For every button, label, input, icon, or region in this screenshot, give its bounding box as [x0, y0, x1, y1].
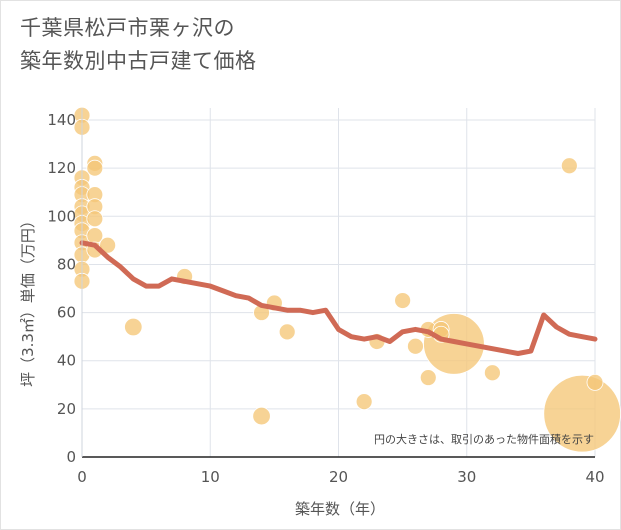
size-legend-note: 円の大きさは、取引のあった物件面積を示す: [374, 432, 594, 446]
x-tick-label: 40: [585, 468, 604, 486]
trend-line: [79, 240, 598, 356]
bubble-point: [419, 369, 437, 386]
y-tick-label: 100: [47, 207, 76, 225]
axes: [81, 108, 595, 458]
x-tick-label: 0: [77, 468, 87, 486]
bubble-point: [86, 210, 104, 228]
bubble-point: [252, 406, 271, 426]
bubble-point: [560, 157, 578, 175]
x-tick-label: 10: [201, 468, 220, 486]
y-tick-label: 120: [47, 159, 76, 177]
y-tick-label: 0: [66, 448, 76, 466]
grid-lines: [82, 108, 596, 457]
bubble-point: [99, 236, 117, 254]
x-tick-label: 30: [457, 468, 476, 486]
y-axis-label: 坪（3.3㎡）単価（万円）: [19, 213, 37, 387]
bubble-point: [124, 317, 143, 337]
bubble-point: [483, 364, 501, 382]
bubble-point: [586, 373, 604, 391]
bubble-layer: [73, 106, 621, 453]
bubble-point: [407, 337, 424, 355]
y-tick-label: 140: [47, 111, 76, 129]
bubble-point: [86, 159, 104, 177]
bubble-point: [278, 323, 296, 341]
y-tick-label: 80: [57, 255, 76, 273]
bubble-point: [394, 292, 412, 309]
x-tick-label: 20: [329, 468, 348, 486]
tick-labels: 0 10 20 30 40 0 20 40 60 80 100 120 140: [47, 111, 604, 486]
y-tick-label: 20: [57, 400, 76, 418]
y-tick-label: 60: [57, 304, 76, 322]
y-tick-label: 40: [57, 352, 76, 370]
chart-title: 千葉県松戸市栗ヶ沢の 築年数別中古戸建て価格: [20, 16, 257, 73]
x-axis-label: 築年数（年）: [295, 500, 385, 518]
bubble-point: [355, 393, 373, 411]
